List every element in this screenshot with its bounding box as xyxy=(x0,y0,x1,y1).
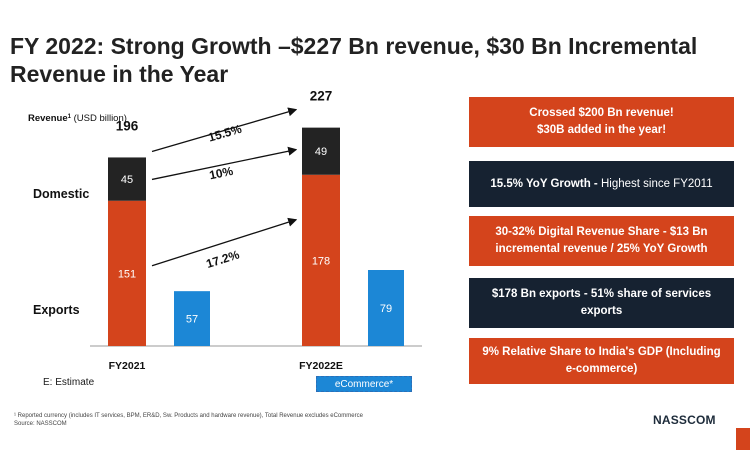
box-text: incremental revenue / 25% YoY Growth xyxy=(495,243,708,255)
y-axis-label-main: Revenue xyxy=(28,113,68,124)
data-label-exports: 151 xyxy=(118,268,136,280)
growth-label-exports: 17.2% xyxy=(204,247,241,271)
bar-exports-fy2021 xyxy=(108,200,146,346)
box-text: e-commerce) xyxy=(565,363,638,375)
data-label-ecommerce: 57 xyxy=(186,314,198,326)
y-axis-label-unit: (USD billion) xyxy=(71,113,127,124)
highlight-box-digital: 30-32% Digital Revenue Share - $13 Bn inc… xyxy=(469,216,734,266)
data-label-domestic: 45 xyxy=(121,174,133,186)
x-tick-label: FY2022E xyxy=(299,360,343,372)
estimate-note: E: Estimate xyxy=(43,377,95,388)
box-text: 30-32% Digital Revenue Share - $13 Bn xyxy=(495,226,708,238)
corner-accent xyxy=(736,428,750,450)
box-text: Crossed $200 Bn revenue! xyxy=(529,107,674,119)
nasscom-logo: NASSCOM xyxy=(653,413,716,427)
data-label-total: 227 xyxy=(310,89,333,104)
footnote: ¹ Reported currency (includes IT service… xyxy=(14,412,363,428)
bar-domestic-fy2021 xyxy=(108,157,146,201)
bar-ecommerce-fy2021 xyxy=(174,291,210,346)
data-label-domestic: 49 xyxy=(315,146,327,158)
bar-ecommerce-fy2022e xyxy=(368,270,404,346)
footnote-line: ¹ Reported currency (includes IT service… xyxy=(14,413,363,419)
data-label-exports: 178 xyxy=(312,255,330,267)
revenue-chart: Revenue1 (USD billion) Domestic Exports 151… xyxy=(28,89,422,372)
growth-label-domestic: 10% xyxy=(208,164,235,183)
bar-exports-fy2022e xyxy=(302,174,340,346)
box-text: 15.5% YoY Growth - xyxy=(490,177,601,190)
highlight-box-revenue: Crossed $200 Bn revenue! $30B added in th… xyxy=(469,97,734,147)
growth-label-total: 15.5% xyxy=(207,122,244,145)
growth-arrow-total xyxy=(151,107,298,153)
x-tick-label: FY2021 xyxy=(109,360,146,372)
box-text: 9% Relative Share to India's GDP (Includ… xyxy=(482,346,721,358)
bar-domestic-fy2022e xyxy=(302,127,340,175)
page-title: FY 2022: Strong Growth –$227 Bn revenue,… xyxy=(10,33,698,87)
box-text: Highest since FY2011 xyxy=(600,177,713,190)
growth-arrow-domestic xyxy=(151,146,298,181)
ecommerce-legend: eCommerce* xyxy=(316,376,412,392)
row-label-exports: Exports xyxy=(33,303,80,317)
footnote-source: Source: NASSCOM xyxy=(14,421,67,427)
highlight-box-gdp: 9% Relative Share to India's GDP (Includ… xyxy=(469,338,734,384)
highlight-box-growth: 15.5% YoY Growth - Highest since FY2011 xyxy=(469,161,734,207)
y-axis-label-sup: 1 xyxy=(68,114,72,120)
data-label-ecommerce: 79 xyxy=(380,303,392,315)
growth-arrow-exports xyxy=(151,217,298,267)
box-text: $30B added in the year! xyxy=(536,124,667,136)
highlight-box-exports: $178 Bn exports - 51% share of services e… xyxy=(469,278,734,328)
box-text: exports xyxy=(580,305,623,317)
box-text: $178 Bn exports - 51% share of services xyxy=(491,288,712,300)
row-label-domestic: Domestic xyxy=(33,187,89,201)
y-axis-label: Revenue1 (USD billion) xyxy=(28,113,127,124)
data-label-total: 196 xyxy=(116,118,139,133)
